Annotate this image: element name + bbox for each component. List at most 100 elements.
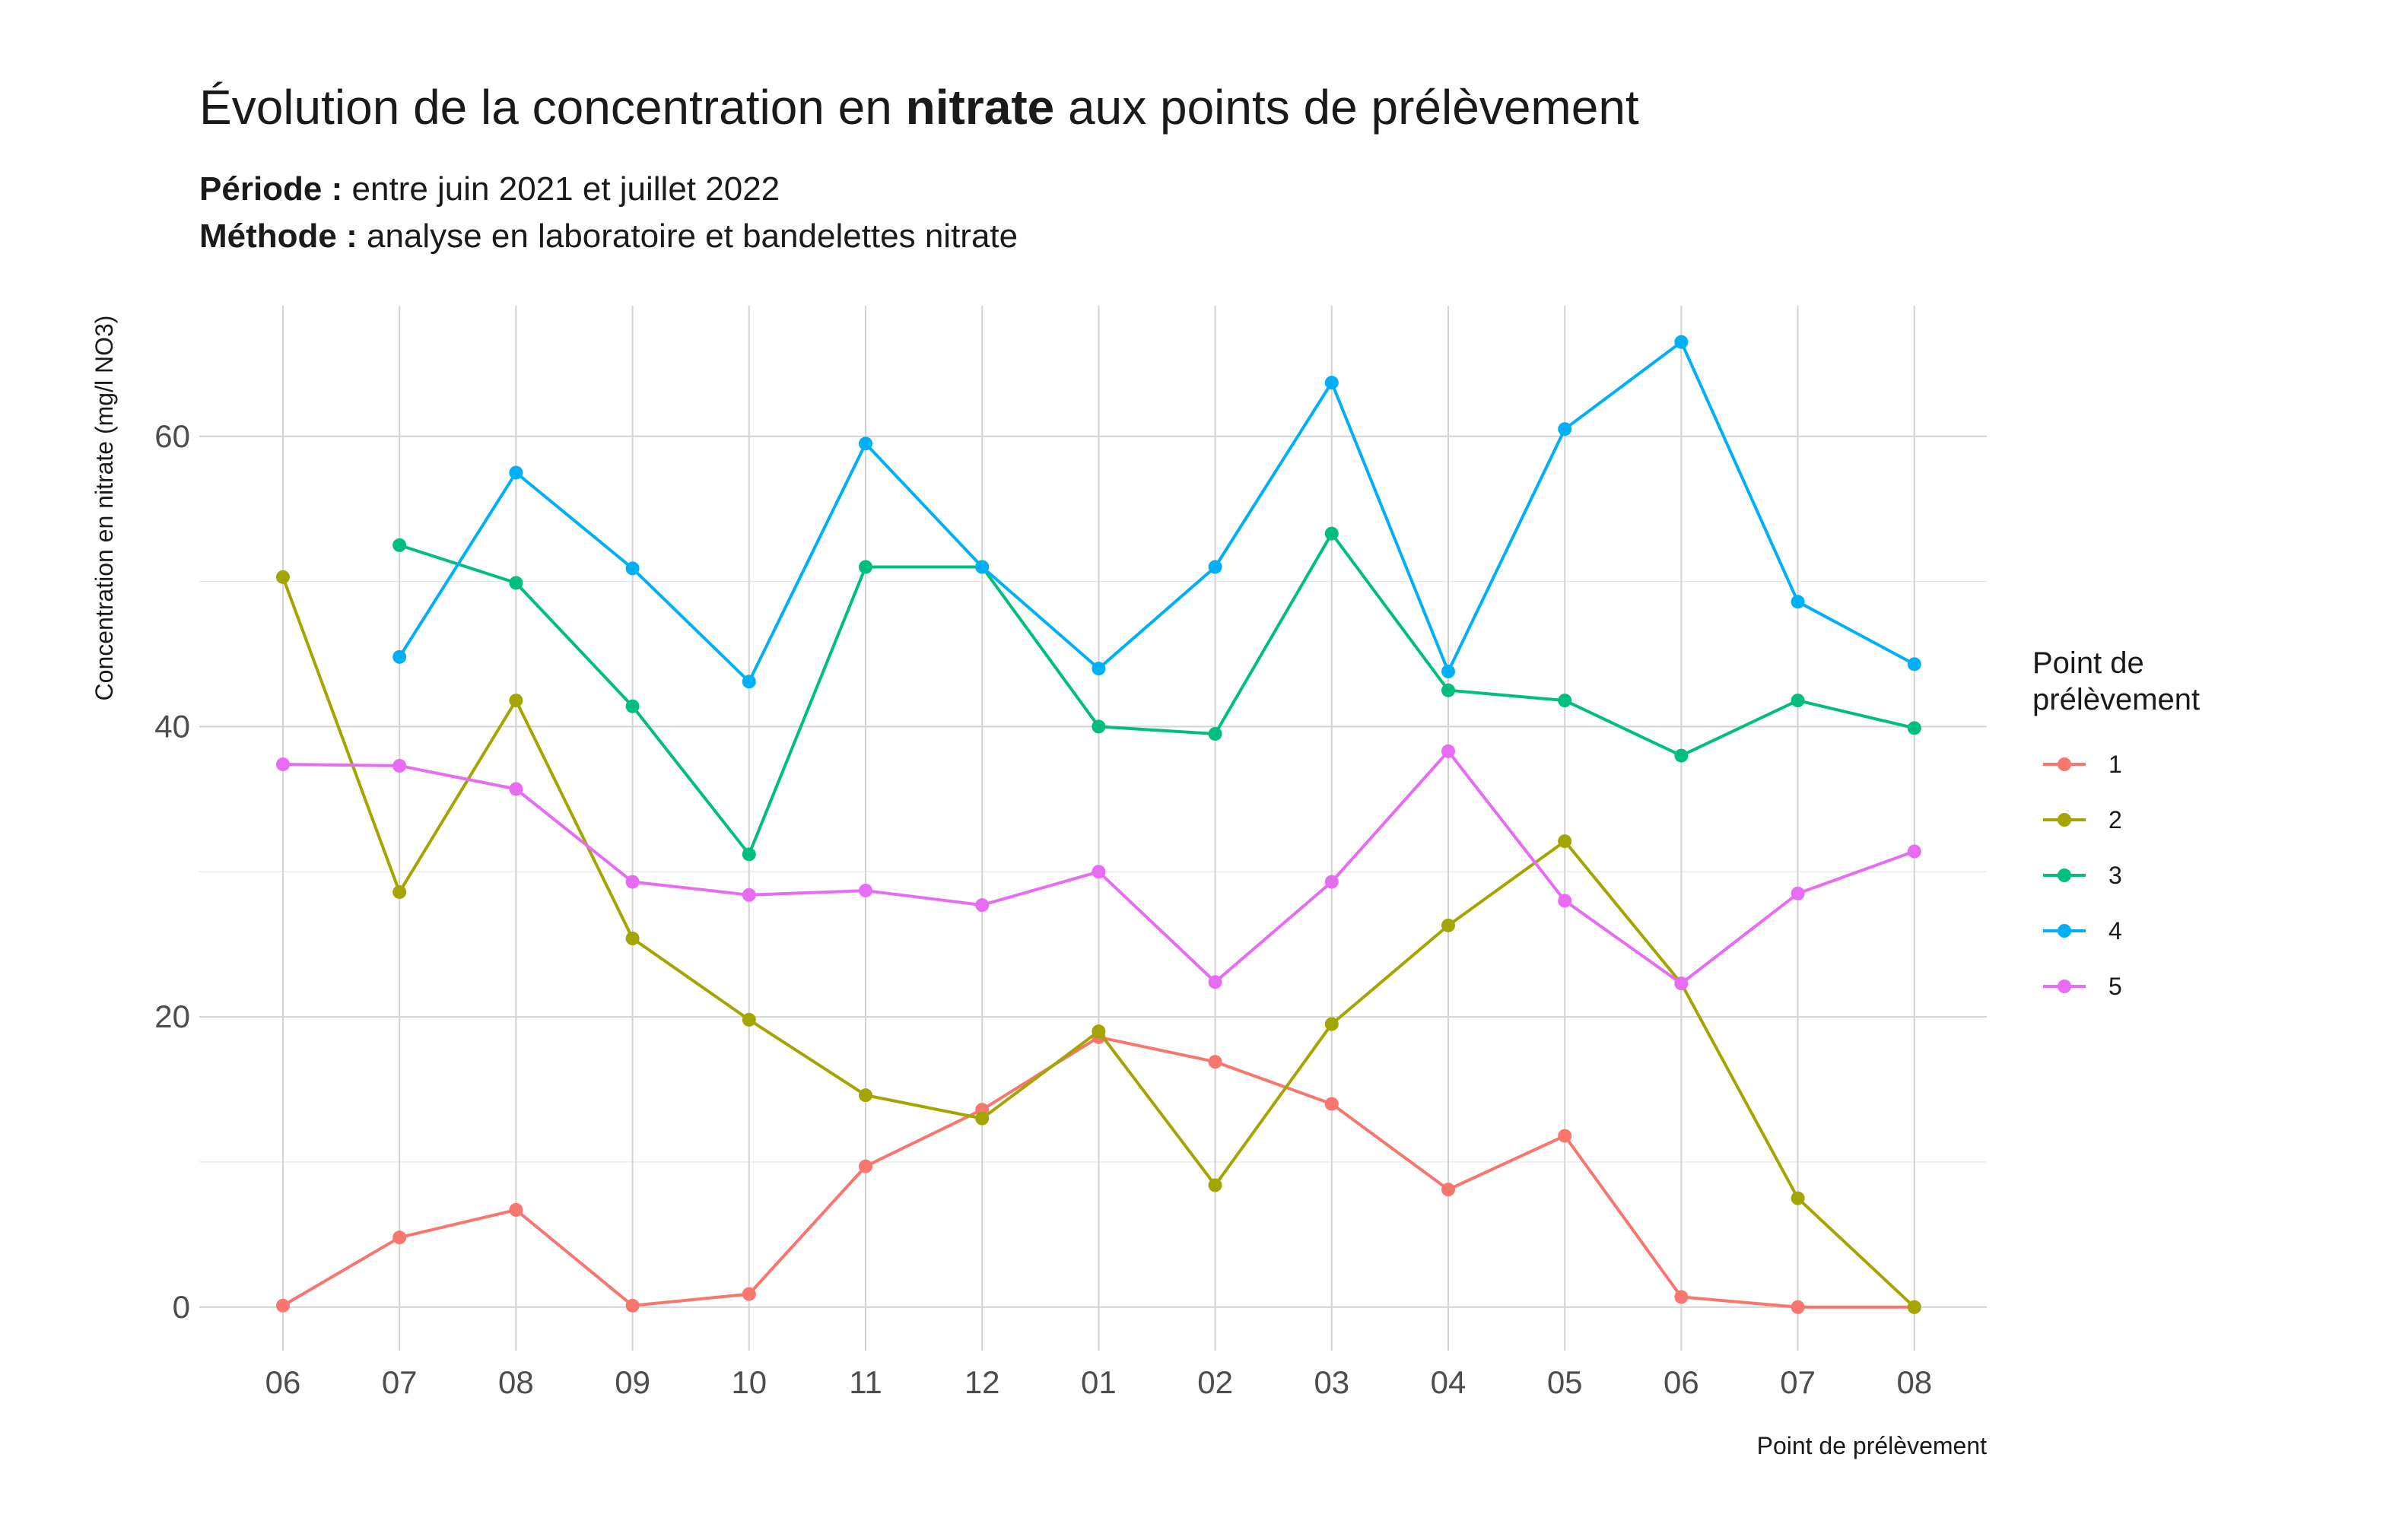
x-tick-label: 08 bbox=[498, 1364, 534, 1400]
data-point-series-5 bbox=[1791, 886, 1805, 900]
subtitle-method: Méthode : analyse en laboratoire et band… bbox=[199, 218, 1018, 256]
data-point-series-4 bbox=[1324, 376, 1339, 390]
data-point-series-3 bbox=[859, 560, 872, 574]
data-point-series-4 bbox=[625, 561, 640, 576]
data-point-series-5 bbox=[742, 887, 756, 902]
data-point-series-4 bbox=[1674, 335, 1689, 349]
subtitle-period-label: Période : bbox=[199, 170, 343, 208]
y-tick-label: 20 bbox=[154, 999, 190, 1034]
data-point-series-5 bbox=[509, 782, 523, 796]
x-tick-label: 02 bbox=[1197, 1364, 1233, 1400]
data-point-series-5 bbox=[1324, 875, 1339, 889]
data-point-series-3 bbox=[1441, 683, 1455, 697]
legend-label-2: 2 bbox=[2108, 806, 2122, 834]
data-point-series-2 bbox=[742, 1012, 756, 1027]
legend-title-line2: prélèvement bbox=[2032, 683, 2200, 716]
y-tick-label: 40 bbox=[154, 708, 190, 744]
data-point-series-1 bbox=[509, 1202, 523, 1217]
x-tick-label: 10 bbox=[731, 1364, 767, 1400]
x-tick-label: 05 bbox=[1547, 1364, 1583, 1400]
data-point-series-2 bbox=[859, 1088, 872, 1103]
data-point-series-2 bbox=[1907, 1300, 1921, 1314]
data-point-series-2 bbox=[1791, 1191, 1805, 1205]
data-point-series-3 bbox=[1324, 526, 1339, 541]
data-point-series-2 bbox=[1441, 918, 1455, 932]
x-tick-label: 07 bbox=[382, 1364, 418, 1400]
data-point-series-3 bbox=[1674, 748, 1689, 763]
data-point-series-2 bbox=[975, 1111, 990, 1126]
data-point-series-5 bbox=[1208, 975, 1222, 989]
data-point-series-1 bbox=[392, 1230, 407, 1245]
legend-key-point-4 bbox=[2058, 924, 2071, 938]
data-point-series-1 bbox=[1324, 1097, 1339, 1111]
data-point-series-1 bbox=[276, 1298, 290, 1313]
x-tick-label: 01 bbox=[1081, 1364, 1117, 1400]
data-point-series-5 bbox=[975, 898, 990, 913]
data-point-series-5 bbox=[1674, 976, 1689, 991]
legend-key-point-5 bbox=[2058, 980, 2071, 993]
data-point-series-3 bbox=[1558, 694, 1572, 708]
data-point-series-2 bbox=[1208, 1178, 1222, 1192]
x-tick-label: 03 bbox=[1314, 1364, 1349, 1400]
legend-label-4: 4 bbox=[2108, 917, 2122, 945]
data-point-series-2 bbox=[1558, 834, 1572, 849]
data-point-series-5 bbox=[1558, 894, 1572, 908]
legend-label-1: 1 bbox=[2108, 751, 2122, 778]
series-line-3 bbox=[399, 532, 1915, 856]
data-point-series-4 bbox=[1907, 657, 1921, 672]
data-point-series-2 bbox=[509, 694, 523, 708]
subtitle-period: Période : entre juin 2021 et juillet 202… bbox=[199, 170, 780, 208]
data-point-series-1 bbox=[625, 1298, 640, 1313]
series-line-4 bbox=[398, 340, 1915, 684]
data-point-series-4 bbox=[1441, 664, 1455, 678]
data-point-series-4 bbox=[1092, 662, 1106, 676]
legend-key-point-3 bbox=[2058, 868, 2071, 882]
x-tick-label: 08 bbox=[1896, 1364, 1932, 1400]
data-point-series-3 bbox=[1092, 719, 1106, 734]
data-point-series-4 bbox=[392, 649, 407, 664]
data-point-series-3 bbox=[509, 576, 523, 590]
x-tick-label: 11 bbox=[849, 1364, 882, 1400]
data-point-series-5 bbox=[859, 884, 872, 898]
subtitle-period-text: entre juin 2021 et juillet 2022 bbox=[342, 170, 780, 208]
x-tick-label: 09 bbox=[615, 1364, 650, 1400]
subtitle-method-text: analyse en laboratoire et bandelettes ni… bbox=[357, 218, 1018, 255]
data-point-series-3 bbox=[742, 847, 756, 862]
data-point-series-4 bbox=[1791, 595, 1805, 609]
data-point-series-5 bbox=[625, 875, 640, 889]
y-tick-label: 60 bbox=[154, 418, 190, 454]
title-prefix: Évolution de la concentration en bbox=[199, 80, 906, 135]
x-tick-label: 07 bbox=[1780, 1364, 1816, 1400]
legend-title-line1: Point de bbox=[2032, 646, 2144, 680]
x-tick-label: 12 bbox=[964, 1364, 1000, 1400]
data-point-series-3 bbox=[625, 699, 640, 713]
data-point-series-4 bbox=[1558, 422, 1572, 437]
data-point-series-1 bbox=[1791, 1300, 1805, 1314]
x-tick-label: 06 bbox=[1664, 1364, 1699, 1400]
data-point-series-1 bbox=[1208, 1055, 1222, 1069]
data-point-series-5 bbox=[1441, 744, 1455, 758]
data-point-series-3 bbox=[392, 538, 407, 552]
data-point-series-4 bbox=[742, 675, 756, 689]
axis-layer: 0 20 40 60 06 07 08 09 10 11 12 01 02 03 04 05 06 07 08 bbox=[154, 418, 1932, 1400]
y-axis-title: Concentration en nitrate (mg/l NO3) bbox=[91, 316, 118, 701]
chart-title: Évolution de la concentration en nitrate… bbox=[199, 79, 1639, 135]
data-point-series-2 bbox=[1324, 1017, 1339, 1031]
x-axis-title: Point de prélèvement bbox=[1757, 1432, 1988, 1459]
data-point-series-2 bbox=[1092, 1024, 1106, 1039]
data-point-series-1 bbox=[742, 1287, 756, 1301]
title-suffix: aux points de prélèvement bbox=[1054, 80, 1639, 135]
legend-key-point-1 bbox=[2058, 757, 2071, 771]
data-point-series-4 bbox=[975, 560, 990, 574]
data-point-series-5 bbox=[1092, 865, 1106, 879]
series-layer bbox=[276, 335, 1921, 1314]
x-tick-label: 04 bbox=[1431, 1364, 1467, 1400]
data-point-series-3 bbox=[1907, 721, 1921, 735]
data-point-series-2 bbox=[625, 932, 640, 946]
data-point-series-5 bbox=[1907, 844, 1921, 859]
data-point-series-1 bbox=[1441, 1183, 1455, 1197]
y-tick-label: 0 bbox=[173, 1289, 190, 1325]
data-point-series-1 bbox=[1674, 1290, 1689, 1304]
